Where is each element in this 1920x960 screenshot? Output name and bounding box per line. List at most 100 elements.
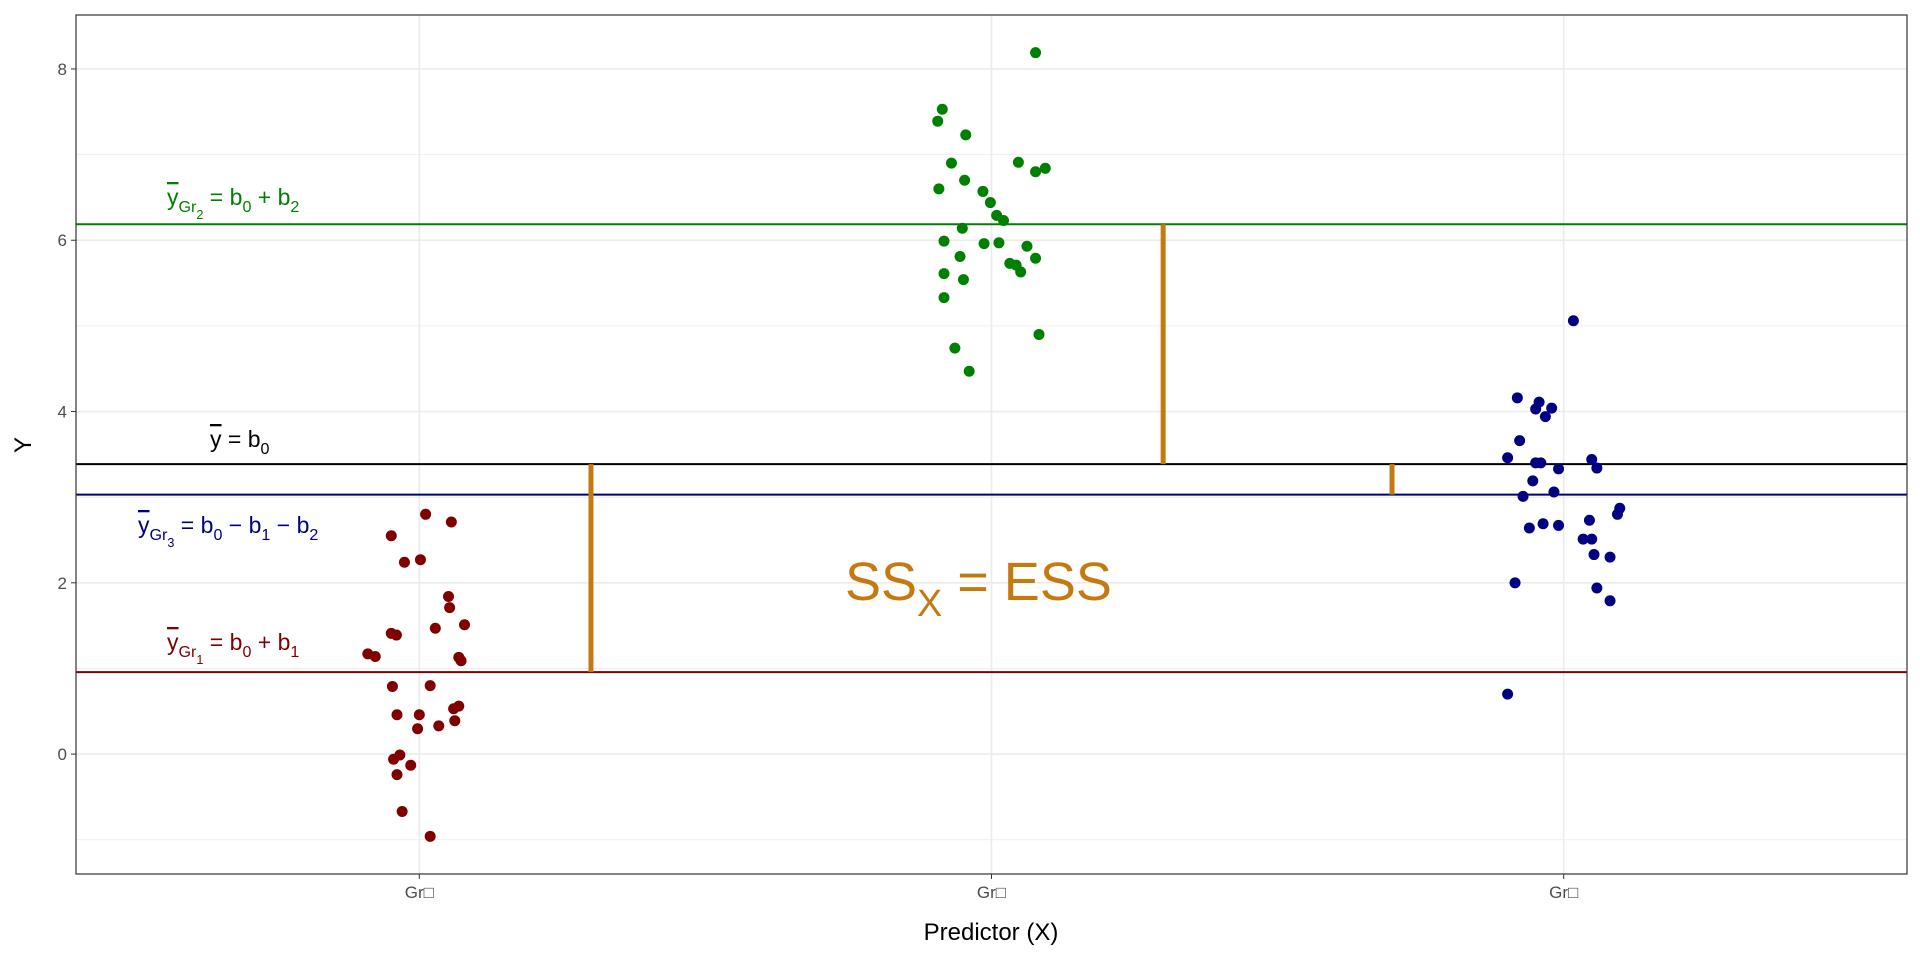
label-mean-gr1: yGr1 = b0 + b1 [167,629,299,667]
text-part: 2 [196,208,203,222]
point-gr2 [1033,328,1045,340]
text-part: = ESS [942,552,1112,612]
y-tick-label: 2 [58,574,67,593]
point-gr2 [963,365,975,377]
text-part: 0 [242,643,251,661]
text-part: − b [222,512,261,538]
y-tick-label: 0 [58,745,67,764]
mean-lines [76,223,1907,674]
text-part: 1 [290,643,299,661]
point-gr3 [1553,519,1565,531]
point-gr3 [1548,486,1560,498]
point-gr2 [949,342,961,354]
y-tick-label: 4 [58,403,67,422]
point-gr1 [385,530,397,542]
text-part: = b [203,629,242,655]
point-gr2 [945,157,957,169]
point-gr2 [1030,47,1042,59]
point-gr2 [936,103,948,115]
text-part: = b [222,426,261,452]
point-gr2 [938,268,950,280]
point-gr1 [405,759,417,771]
point-gr3 [1577,533,1589,545]
point-gr3 [1604,551,1616,563]
text-part: 0 [242,198,251,216]
text-part: y [167,629,179,655]
label-mean-gr3: yGr3 = b0 − b1 − b2 [138,512,318,550]
point-gr2 [1012,156,1024,168]
point-gr1 [412,723,424,735]
point-gr2 [938,292,950,304]
point-gr3 [1502,452,1514,464]
point-gr2 [933,183,945,195]
point-gr1 [388,753,400,765]
point-gr3 [1553,463,1565,475]
point-gr2 [993,237,1005,249]
point-gr3 [1611,508,1623,520]
point-gr1 [433,720,445,732]
text-part: Gr [179,643,198,661]
point-gr1 [429,622,441,634]
text-part: 1 [261,526,270,544]
point-gr2 [959,174,971,186]
point-gr2 [954,251,966,263]
point-gr2 [938,235,950,247]
text-part: SS [845,552,917,612]
point-gr3 [1511,392,1523,404]
text-part: Gr [150,526,169,544]
data-points [362,47,1626,842]
point-gr3 [1567,315,1579,327]
point-gr3 [1502,688,1514,700]
point-gr1 [386,680,398,692]
point-gr1 [459,619,471,631]
point-gr2 [960,129,972,141]
point-gr3 [1527,475,1539,487]
point-gr2 [932,115,944,127]
text-part: Gr [179,198,198,216]
point-gr1 [369,650,381,662]
point-gr3 [1514,435,1526,447]
point-gr1 [420,508,432,520]
point-gr1 [424,830,436,842]
point-gr1 [396,805,408,817]
text-part: 2 [309,526,318,544]
x-tick-label: Gr□ [977,883,1006,902]
text-part: − b [270,512,309,538]
point-gr3 [1588,549,1600,561]
point-gr2 [956,222,968,234]
text-part: = b [203,184,242,210]
point-gr1 [445,516,457,528]
text-part: 1 [196,653,203,667]
point-gr3 [1591,582,1603,594]
point-gr3 [1509,577,1521,589]
text-part: + b [251,629,290,655]
point-gr3 [1539,411,1551,423]
text-part: 0 [261,440,270,458]
point-gr3 [1586,453,1598,465]
point-gr2 [1030,166,1042,178]
label-grand-mean: y = b0 [210,426,270,458]
text-part: + b [251,184,290,210]
point-gr3 [1535,457,1547,469]
point-gr2 [1039,162,1051,174]
point-gr2 [977,185,989,197]
point-gr3 [1586,533,1598,545]
text-part: y [210,426,222,452]
point-gr3 [1583,514,1595,526]
point-gr1 [414,554,426,566]
point-gr2 [1015,266,1027,278]
ess-segments [588,224,1395,673]
point-gr1 [424,680,436,692]
x-tick-label: Gr□ [1549,883,1578,902]
label-mean-gr2: yGr2 = b0 + b2 [167,184,299,222]
y-tick-label: 8 [58,60,67,79]
x-tick-label: Gr□ [405,883,434,902]
x-axis-title: Predictor (X) [924,919,1059,946]
point-gr1 [449,715,461,727]
point-gr3 [1546,402,1558,414]
axis-ticks: 0 2 4 6 8 Gr□ Gr□ Gr□ [58,60,1579,902]
point-gr1 [391,709,403,721]
point-gr2 [1021,240,1033,252]
